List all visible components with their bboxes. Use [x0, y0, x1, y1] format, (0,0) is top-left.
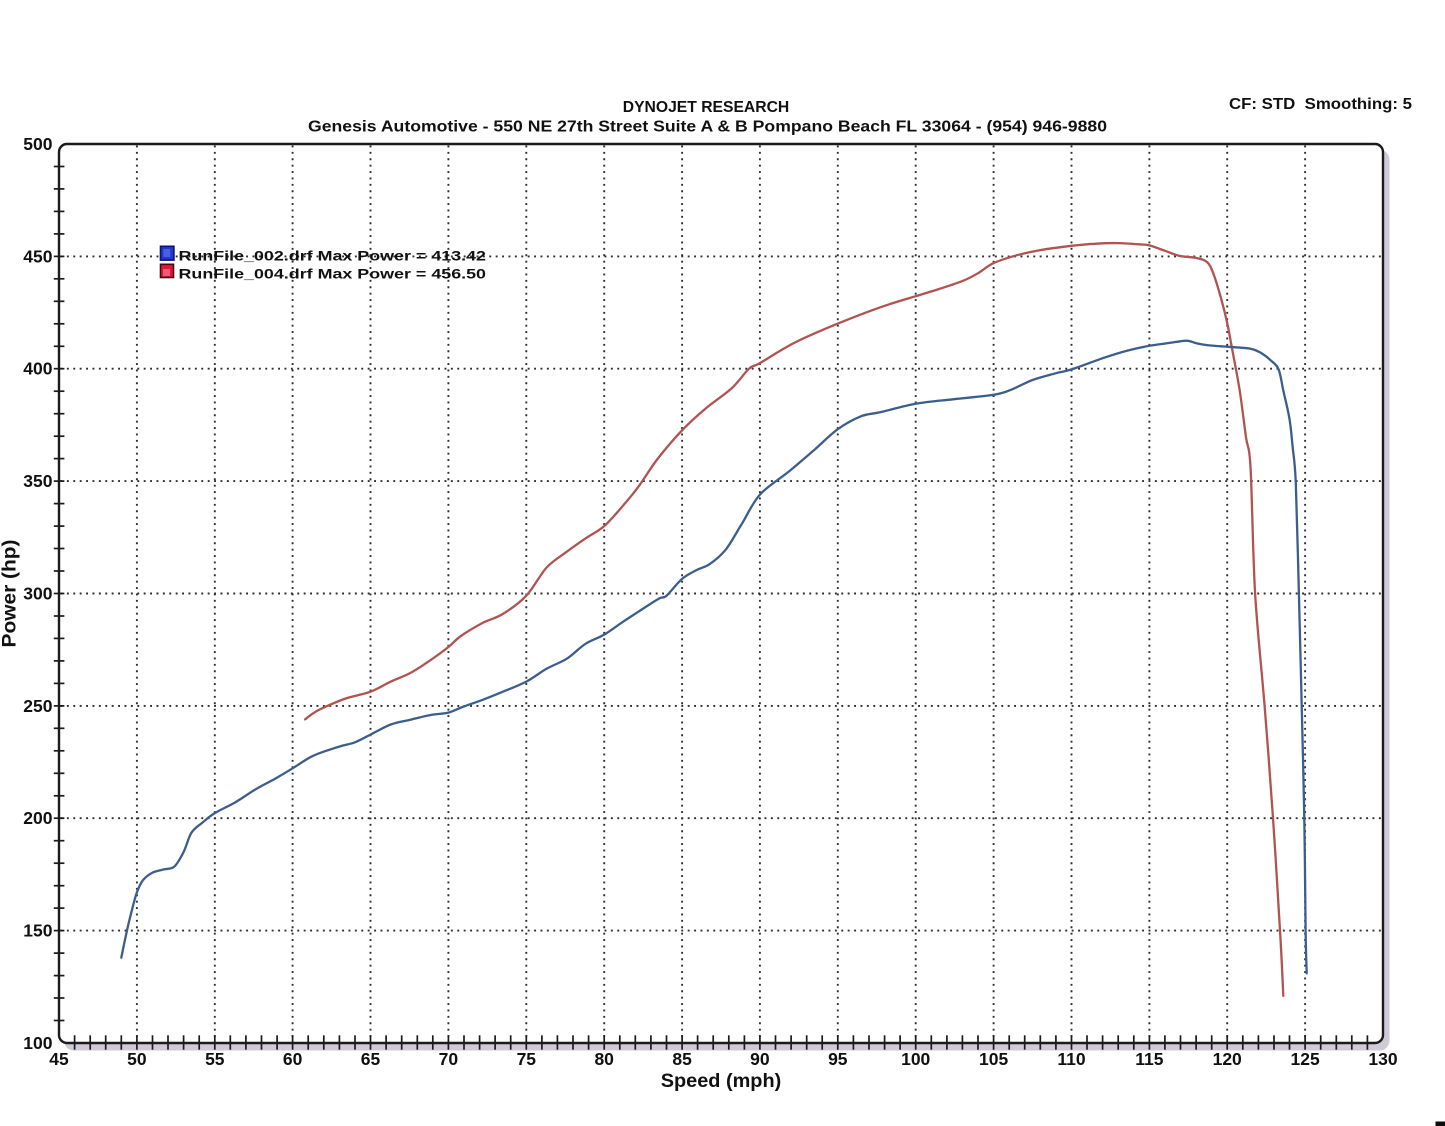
svg-text:115: 115 [1135, 1049, 1163, 1069]
svg-text:130: 130 [1368, 1049, 1397, 1069]
svg-text:Power (hp): Power (hp) [0, 540, 21, 648]
svg-text:CF: STD Smoothing: 5: CF: STD Smoothing: 5 [1229, 96, 1412, 113]
svg-text:200: 200 [23, 808, 52, 828]
svg-text:55: 55 [205, 1049, 225, 1069]
svg-text:125: 125 [1290, 1049, 1319, 1069]
svg-text:65: 65 [361, 1049, 381, 1069]
svg-text:RunFile_004.drf Max Power = 45: RunFile_004.drf Max Power = 456.50 [179, 266, 487, 281]
svg-text:Genesis Automotive - 550 NE 27: Genesis Automotive - 550 NE 27th Street … [308, 119, 1107, 136]
svg-text:350: 350 [23, 471, 52, 491]
svg-text:400: 400 [23, 359, 52, 379]
svg-text:50: 50 [127, 1049, 147, 1069]
svg-text:90: 90 [750, 1049, 770, 1069]
svg-text:105: 105 [979, 1049, 1008, 1069]
svg-text:110: 110 [1057, 1049, 1085, 1069]
svg-text:300: 300 [23, 584, 52, 604]
svg-text:150: 150 [23, 921, 52, 941]
svg-text:85: 85 [672, 1049, 692, 1069]
svg-text:100: 100 [901, 1049, 930, 1069]
svg-text:75: 75 [517, 1049, 537, 1069]
svg-text:DYNOJET RESEARCH: DYNOJET RESEARCH [623, 99, 790, 116]
svg-text:500: 500 [23, 134, 52, 154]
svg-text:60: 60 [283, 1049, 303, 1069]
svg-text:80: 80 [594, 1049, 614, 1069]
svg-text:Speed (mph): Speed (mph) [661, 1070, 782, 1092]
svg-text:70: 70 [439, 1049, 459, 1069]
svg-text:120: 120 [1213, 1049, 1242, 1069]
svg-text:95: 95 [828, 1049, 848, 1069]
svg-text:45: 45 [49, 1049, 69, 1069]
svg-text:250: 250 [23, 696, 52, 716]
svg-text:450: 450 [23, 246, 52, 266]
svg-text:RunFile_002.drf Max Power = 41: RunFile_002.drf Max Power = 413.42 [179, 248, 487, 263]
svg-text:100: 100 [23, 1033, 52, 1053]
